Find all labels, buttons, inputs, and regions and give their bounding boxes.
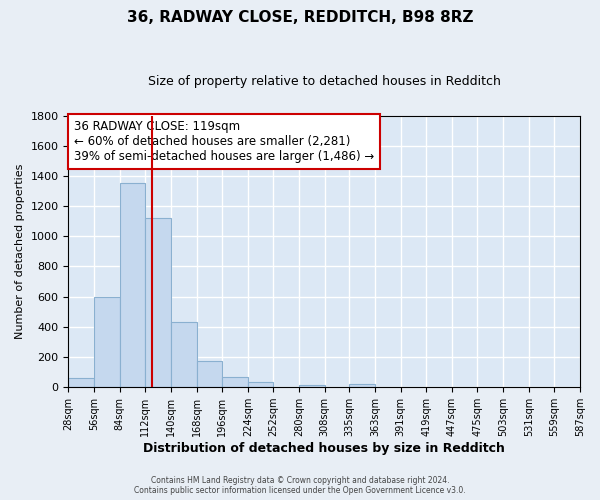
Bar	[349, 384, 375, 387]
Bar	[197, 361, 222, 387]
Bar	[248, 382, 274, 387]
Bar	[299, 385, 325, 387]
Bar	[119, 184, 145, 387]
Bar	[222, 378, 248, 387]
Bar	[171, 322, 197, 387]
Bar	[145, 218, 171, 387]
Title: Size of property relative to detached houses in Redditch: Size of property relative to detached ho…	[148, 75, 500, 88]
Text: 36, RADWAY CLOSE, REDDITCH, B98 8RZ: 36, RADWAY CLOSE, REDDITCH, B98 8RZ	[127, 10, 473, 25]
Text: Contains HM Land Registry data © Crown copyright and database right 2024.
Contai: Contains HM Land Registry data © Crown c…	[134, 476, 466, 495]
Bar	[68, 378, 94, 387]
Text: 36 RADWAY CLOSE: 119sqm
← 60% of detached houses are smaller (2,281)
39% of semi: 36 RADWAY CLOSE: 119sqm ← 60% of detache…	[74, 120, 374, 162]
X-axis label: Distribution of detached houses by size in Redditch: Distribution of detached houses by size …	[143, 442, 505, 455]
Y-axis label: Number of detached properties: Number of detached properties	[15, 164, 25, 339]
Bar	[94, 296, 119, 387]
